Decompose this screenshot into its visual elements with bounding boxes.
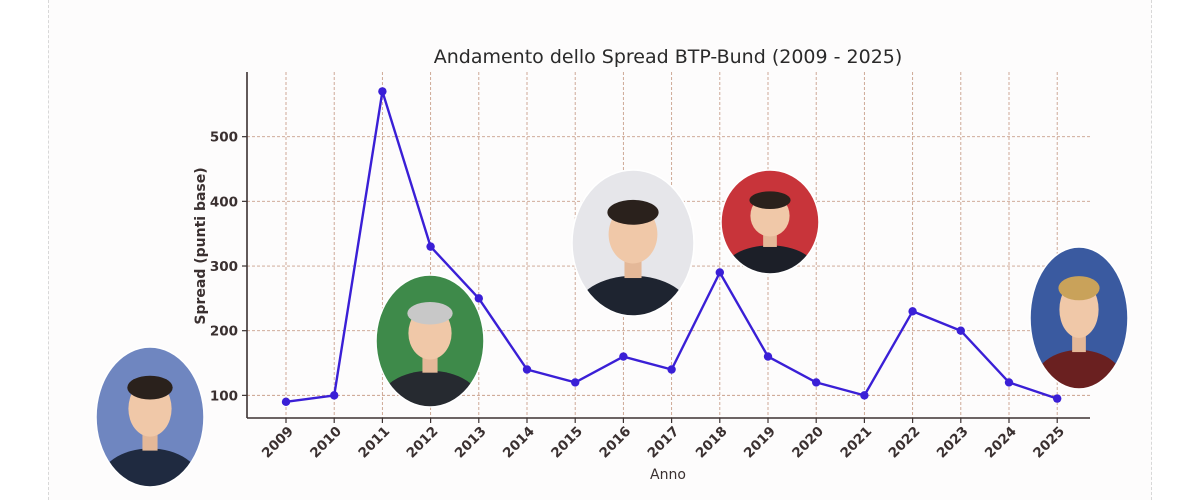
- portrait-renzi: [571, 169, 695, 317]
- data-point: [908, 307, 917, 316]
- x-tick-label: 2013: [452, 424, 490, 462]
- x-tick-label: 2015: [548, 424, 586, 462]
- portrait-inner: [1030, 247, 1128, 389]
- portrait-border: [720, 169, 820, 275]
- portrait-suit: [723, 245, 817, 274]
- x-tick-label: 2010: [307, 424, 345, 462]
- x-tick-label: 2016: [596, 424, 634, 462]
- x-tick-label: 2014: [500, 424, 538, 462]
- portrait-inner: [572, 170, 694, 316]
- y-tick-label: 400: [210, 194, 238, 210]
- data-point: [330, 391, 339, 400]
- data-point: [715, 268, 724, 277]
- portrait-suit: [98, 448, 202, 487]
- portrait-suit: [1032, 349, 1126, 389]
- x-tick-label: 2017: [645, 424, 683, 462]
- data-point: [426, 242, 435, 251]
- y-tick-label: 500: [210, 130, 238, 146]
- x-tick-label: 2021: [837, 424, 875, 462]
- data-point: [1004, 378, 1014, 387]
- series: [281, 87, 1062, 407]
- x-tick-label: 2011: [355, 424, 393, 462]
- portrait-hair: [749, 191, 791, 209]
- portrait-hair: [607, 199, 659, 225]
- portrait-suit: [378, 370, 482, 407]
- y-tick-label: 200: [210, 324, 238, 340]
- portrait-hair: [407, 302, 453, 325]
- data-point: [860, 391, 869, 400]
- data-point: [667, 365, 676, 374]
- x-tick-label: 2019: [741, 424, 779, 462]
- portrait-inner: [96, 347, 204, 487]
- y-axis-label: Spread (punti base): [193, 167, 209, 324]
- portrait-border: [1029, 246, 1129, 390]
- portrait-border: [571, 169, 695, 317]
- portrait-meloni: [1029, 246, 1129, 390]
- x-tick-label: 2022: [886, 424, 924, 462]
- portrait-monti: [375, 274, 485, 408]
- x-tick-label: 2018: [693, 424, 731, 462]
- axes: [242, 72, 1090, 423]
- portrait-border: [375, 274, 485, 408]
- y-tick-label: 100: [210, 388, 238, 404]
- x-tick-label: 2012: [404, 424, 442, 462]
- x-tick-label: 2023: [934, 424, 972, 462]
- x-tick-label: 2024: [982, 424, 1020, 462]
- portrait-inner: [721, 170, 819, 274]
- portrait-suit: [575, 275, 691, 316]
- data-point: [522, 365, 532, 374]
- portrait-conte: [720, 169, 820, 275]
- data-point: [763, 352, 773, 361]
- portrait-hair: [127, 375, 173, 400]
- portrait-berlusconi: [95, 346, 205, 488]
- x-tick-label: 2025: [1030, 424, 1068, 462]
- portrait-hair: [1058, 276, 1100, 301]
- x-tick-label: 2009: [259, 424, 297, 462]
- chart-title: Andamento dello Spread BTP-Bund (2009 - …: [434, 46, 903, 68]
- portrait-inner: [376, 275, 484, 407]
- data-point: [619, 352, 628, 361]
- data-point: [281, 397, 291, 407]
- data-point: [378, 87, 387, 96]
- portrait-border: [95, 346, 205, 488]
- data-point: [812, 378, 821, 387]
- portraits: [95, 169, 1129, 488]
- y-tick-label: 300: [210, 259, 238, 275]
- x-axis-label: Anno: [650, 467, 686, 483]
- data-point: [1053, 394, 1062, 403]
- data-point: [474, 294, 483, 303]
- x-tick-label: 2020: [789, 424, 827, 462]
- data-point: [956, 326, 965, 335]
- data-point: [571, 378, 580, 387]
